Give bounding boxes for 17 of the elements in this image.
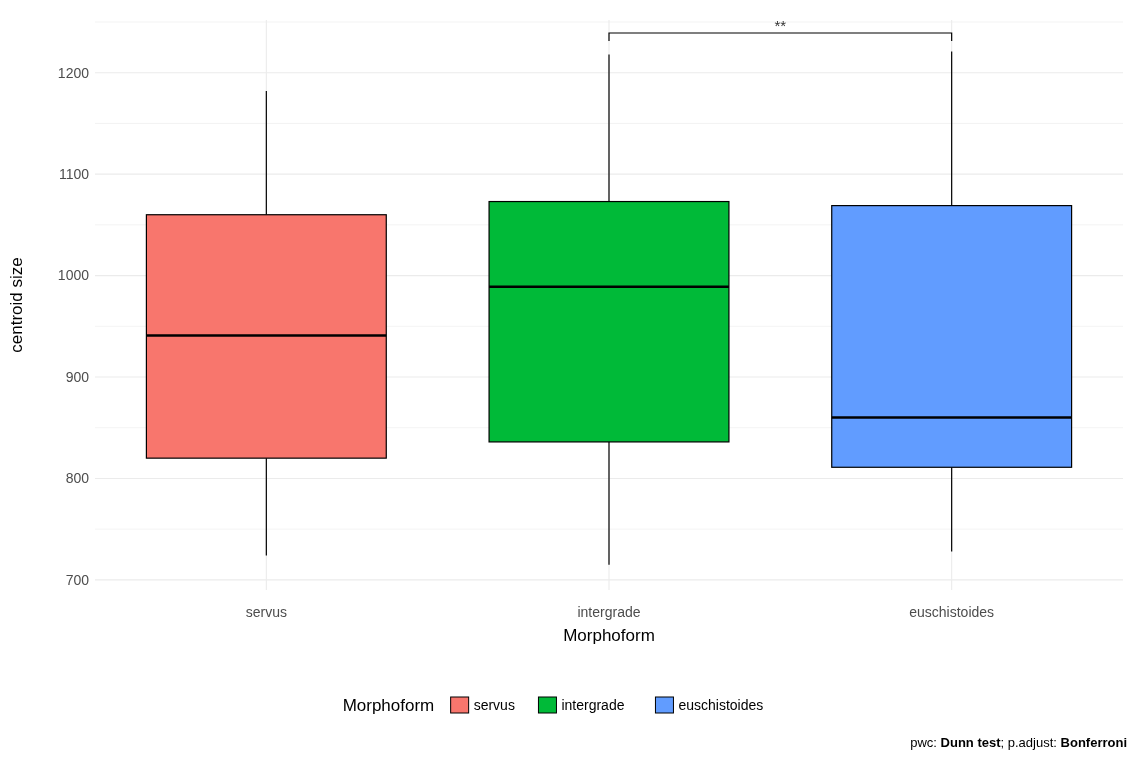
y-tick-label: 1100: [58, 166, 90, 183]
y-tick-label: 900: [65, 368, 90, 385]
legend-label: servus: [473, 696, 515, 713]
x-tick-label: servus: [245, 604, 287, 620]
x-tick-label: intergrade: [577, 604, 641, 620]
legend-label: intergrade: [561, 696, 625, 713]
y-tick-label: 1200: [57, 64, 90, 81]
annotation: **: [774, 17, 787, 34]
x-tick-label: euschistoides: [909, 604, 995, 620]
y-tick-label: 700: [65, 571, 90, 588]
y-tick-label: 1000: [57, 267, 90, 284]
x-axis-title: Morphoform: [563, 626, 655, 645]
y-tick-label: 800: [65, 470, 90, 487]
y-axis-title: centroid size: [7, 257, 26, 353]
legend-label: euschistoides: [678, 696, 764, 713]
legend-title: Morphoform: [342, 695, 435, 715]
text: pwc: Dunn test; p.adjust: Bonferroni: [910, 735, 1127, 750]
